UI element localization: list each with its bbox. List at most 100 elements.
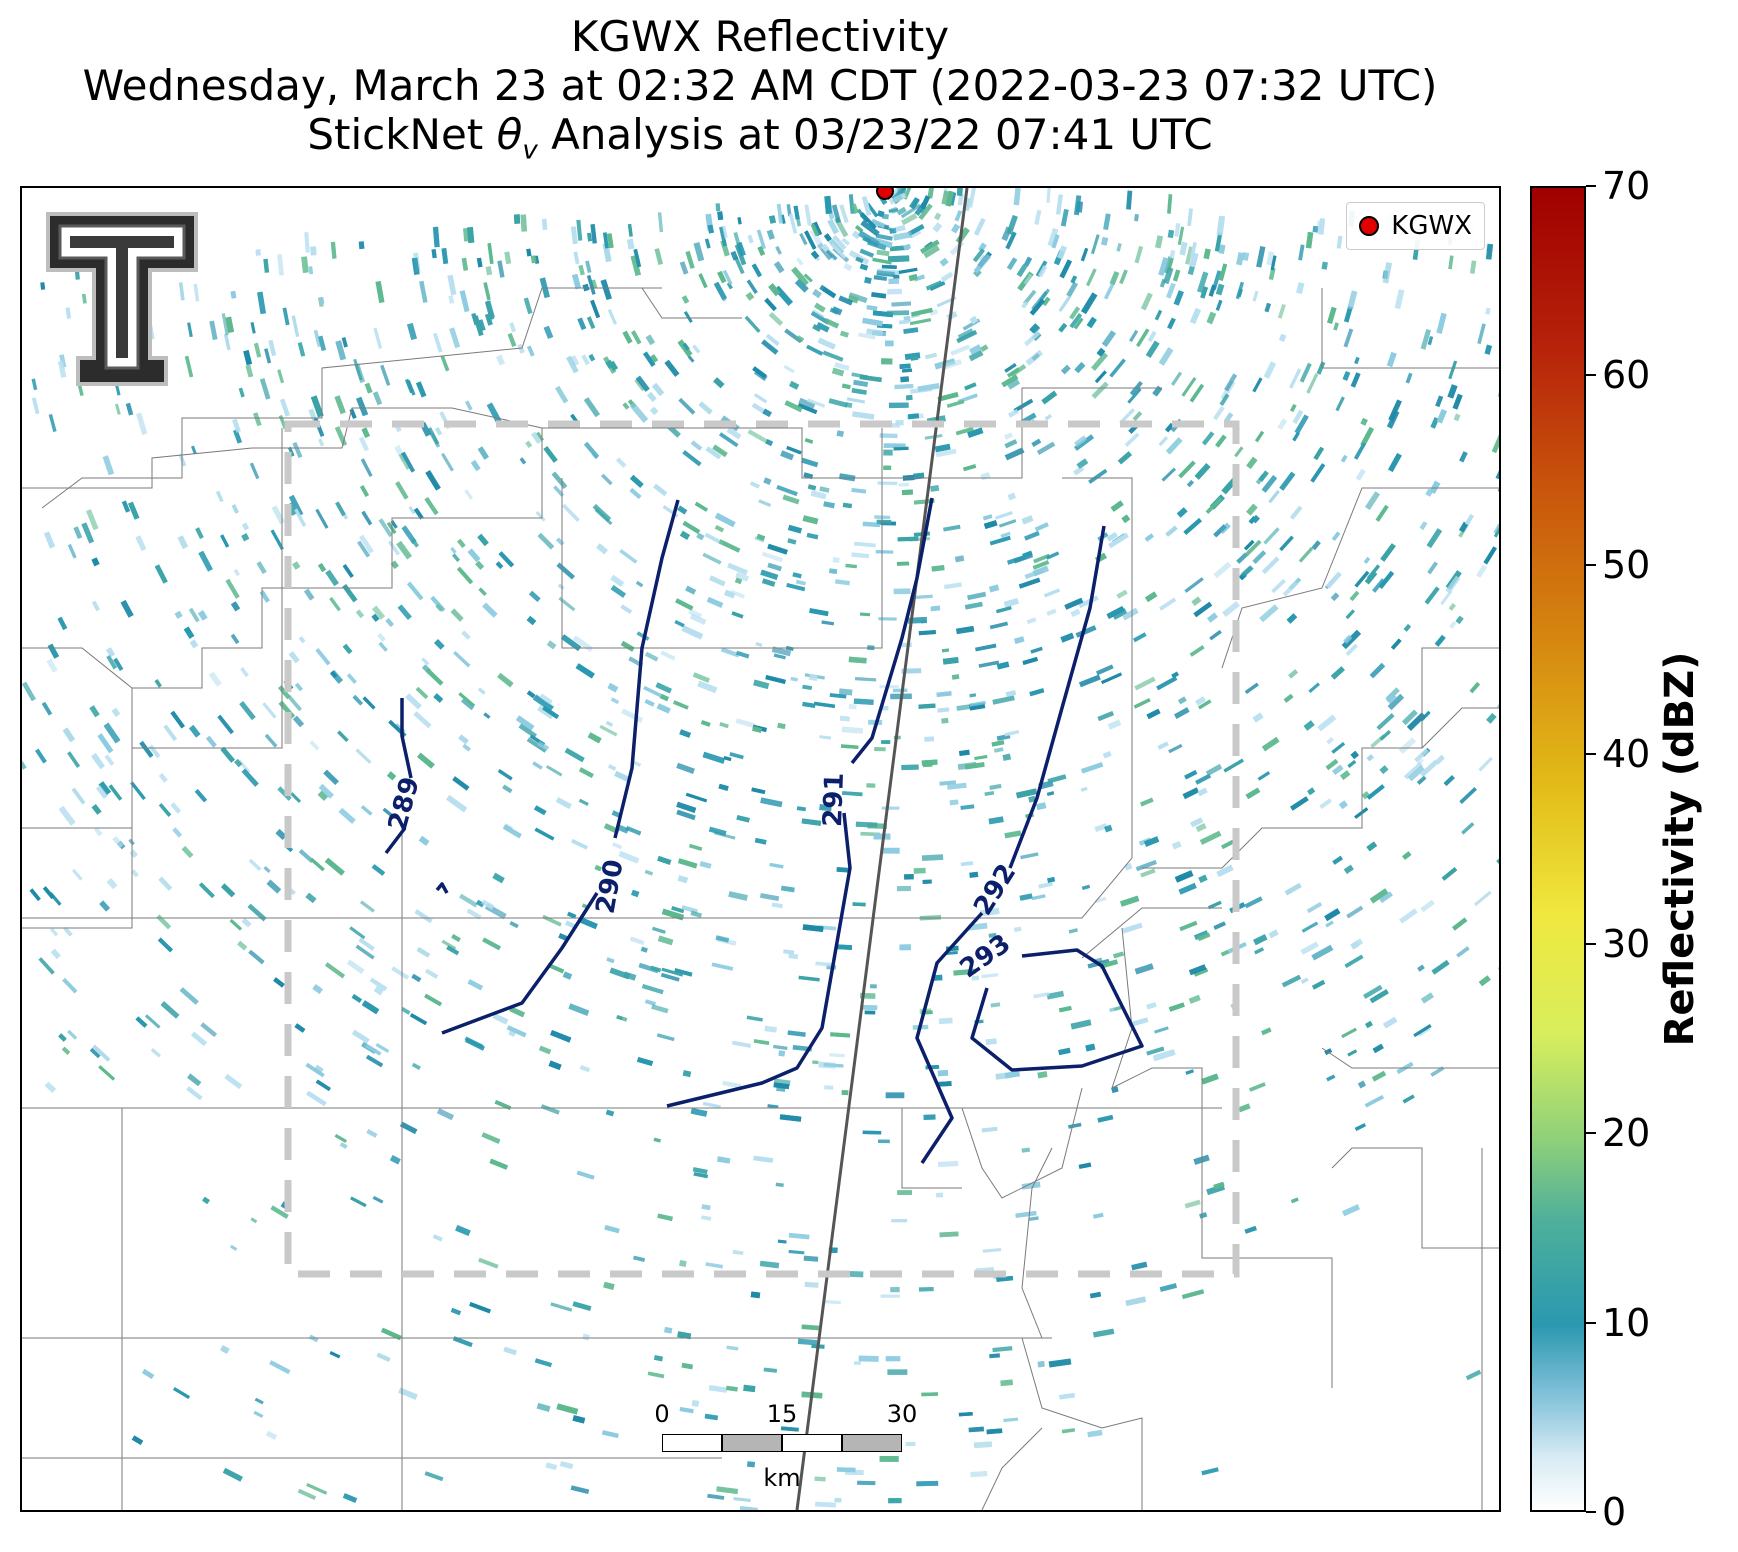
- echo-gate: [380, 364, 391, 386]
- echo-gate: [141, 1368, 155, 1380]
- echo-gate: [1360, 417, 1368, 426]
- echo-gate: [646, 391, 657, 402]
- echo-gate: [1091, 381, 1109, 399]
- echo-gate: [937, 392, 959, 402]
- echo-gate: [921, 1392, 938, 1397]
- echo-gate: [756, 533, 766, 541]
- echo-gate: [413, 507, 424, 520]
- echo-gate: [1478, 975, 1491, 987]
- echo-gate: [424, 993, 442, 1007]
- echo-gate: [351, 1029, 370, 1044]
- echo-gate: [1333, 322, 1339, 331]
- echo-gate: [1119, 269, 1128, 285]
- echo-gate: [1485, 243, 1494, 260]
- echo-gate: [1268, 929, 1279, 939]
- echo-gate: [292, 715, 305, 728]
- echo-gate: [1038, 881, 1053, 889]
- echo-gate: [1344, 954, 1364, 968]
- echo-gate: [1094, 370, 1107, 384]
- echo-gate: [823, 501, 835, 509]
- echo-gate: [956, 625, 975, 635]
- echo-gate: [408, 505, 416, 515]
- echo-gate: [1006, 257, 1018, 271]
- echo-gate: [469, 1302, 491, 1314]
- echo-gate: [1244, 539, 1255, 551]
- echo-gate: [61, 1046, 71, 1055]
- echo-gate: [857, 332, 876, 340]
- echo-gate: [1354, 1123, 1366, 1131]
- echo-gate: [968, 1426, 984, 1433]
- echo-gate: [1238, 1103, 1251, 1113]
- echo-gate: [908, 273, 918, 282]
- echo-gate: [158, 803, 172, 817]
- echo-gate: [913, 274, 925, 282]
- echo-gate: [1436, 312, 1447, 334]
- echo-gate: [629, 936, 645, 946]
- echo-gate: [1398, 737, 1417, 754]
- echo-gate: [967, 427, 984, 438]
- echo-gate: [767, 1104, 779, 1109]
- echo-gate: [810, 223, 820, 237]
- echo-gate: [224, 1073, 243, 1090]
- county-line: [22, 407, 543, 489]
- echo-gate: [673, 700, 689, 710]
- echo-gate: [851, 488, 867, 494]
- echo-gate: [342, 643, 353, 655]
- echo-gate: [822, 350, 844, 362]
- echo-gate: [150, 1048, 161, 1058]
- echo-gate: [1021, 1147, 1031, 1153]
- echo-gate: [852, 411, 875, 420]
- echo-gate: [790, 676, 798, 682]
- echo-gate: [1380, 543, 1396, 562]
- echo-gate: [1117, 451, 1133, 465]
- echo-gate: [431, 248, 437, 259]
- echo-gate: [871, 292, 887, 299]
- echo-gate: [807, 484, 817, 491]
- county-line: [1421, 707, 1499, 749]
- echo-gate: [1215, 434, 1227, 448]
- echo-gate: [308, 266, 314, 275]
- echo-gate: [990, 1002, 1001, 1008]
- echo-gate: [601, 473, 613, 486]
- map-panel[interactable]: 289 290 291 292 293 KGWX 0 15 30 km: [20, 186, 1501, 1512]
- echo-gate: [579, 1065, 591, 1073]
- echo-gate: [1022, 550, 1033, 559]
- echo-gate: [1058, 322, 1068, 333]
- echo-gate: [587, 232, 592, 242]
- scale-segment: [722, 1434, 782, 1452]
- echo-gate: [881, 806, 900, 810]
- echo-gate: [22, 681, 36, 702]
- echo-gate: [1256, 246, 1266, 268]
- echo-gate: [1286, 613, 1298, 624]
- echo-gate: [1388, 399, 1402, 422]
- echo-gate: [851, 230, 861, 240]
- echo-gate: [419, 280, 428, 303]
- echo-gate: [449, 327, 461, 349]
- echo-gate: [465, 400, 473, 411]
- echo-gate: [1036, 802, 1047, 811]
- echo-gate: [1124, 432, 1140, 447]
- echo-gate: [751, 402, 767, 415]
- echo-gate: [996, 606, 1012, 614]
- echo-gate: [888, 278, 900, 285]
- echo-gate: [188, 724, 201, 738]
- echo-gate: [1330, 592, 1340, 602]
- echo-gate: [657, 855, 672, 865]
- echo-gate: [1236, 252, 1245, 266]
- echo-gate: [498, 551, 515, 568]
- echo-gate: [287, 446, 295, 457]
- echo-gate: [583, 397, 601, 418]
- echo-gate: [681, 625, 704, 640]
- echo-gate: [1007, 378, 1021, 390]
- echo-gate: [791, 266, 809, 287]
- colorbar-tick-label: 30: [1602, 921, 1651, 966]
- echo-gate: [440, 355, 450, 372]
- echo-gate: [1279, 535, 1294, 552]
- echo-gate: [918, 203, 933, 220]
- echo-gate: [980, 344, 989, 352]
- echo-gate: [1003, 597, 1020, 608]
- echo-gate: [988, 932, 997, 938]
- echo-gate: [248, 949, 265, 965]
- echo-gate: [938, 1017, 953, 1025]
- echo-gate: [306, 1483, 328, 1495]
